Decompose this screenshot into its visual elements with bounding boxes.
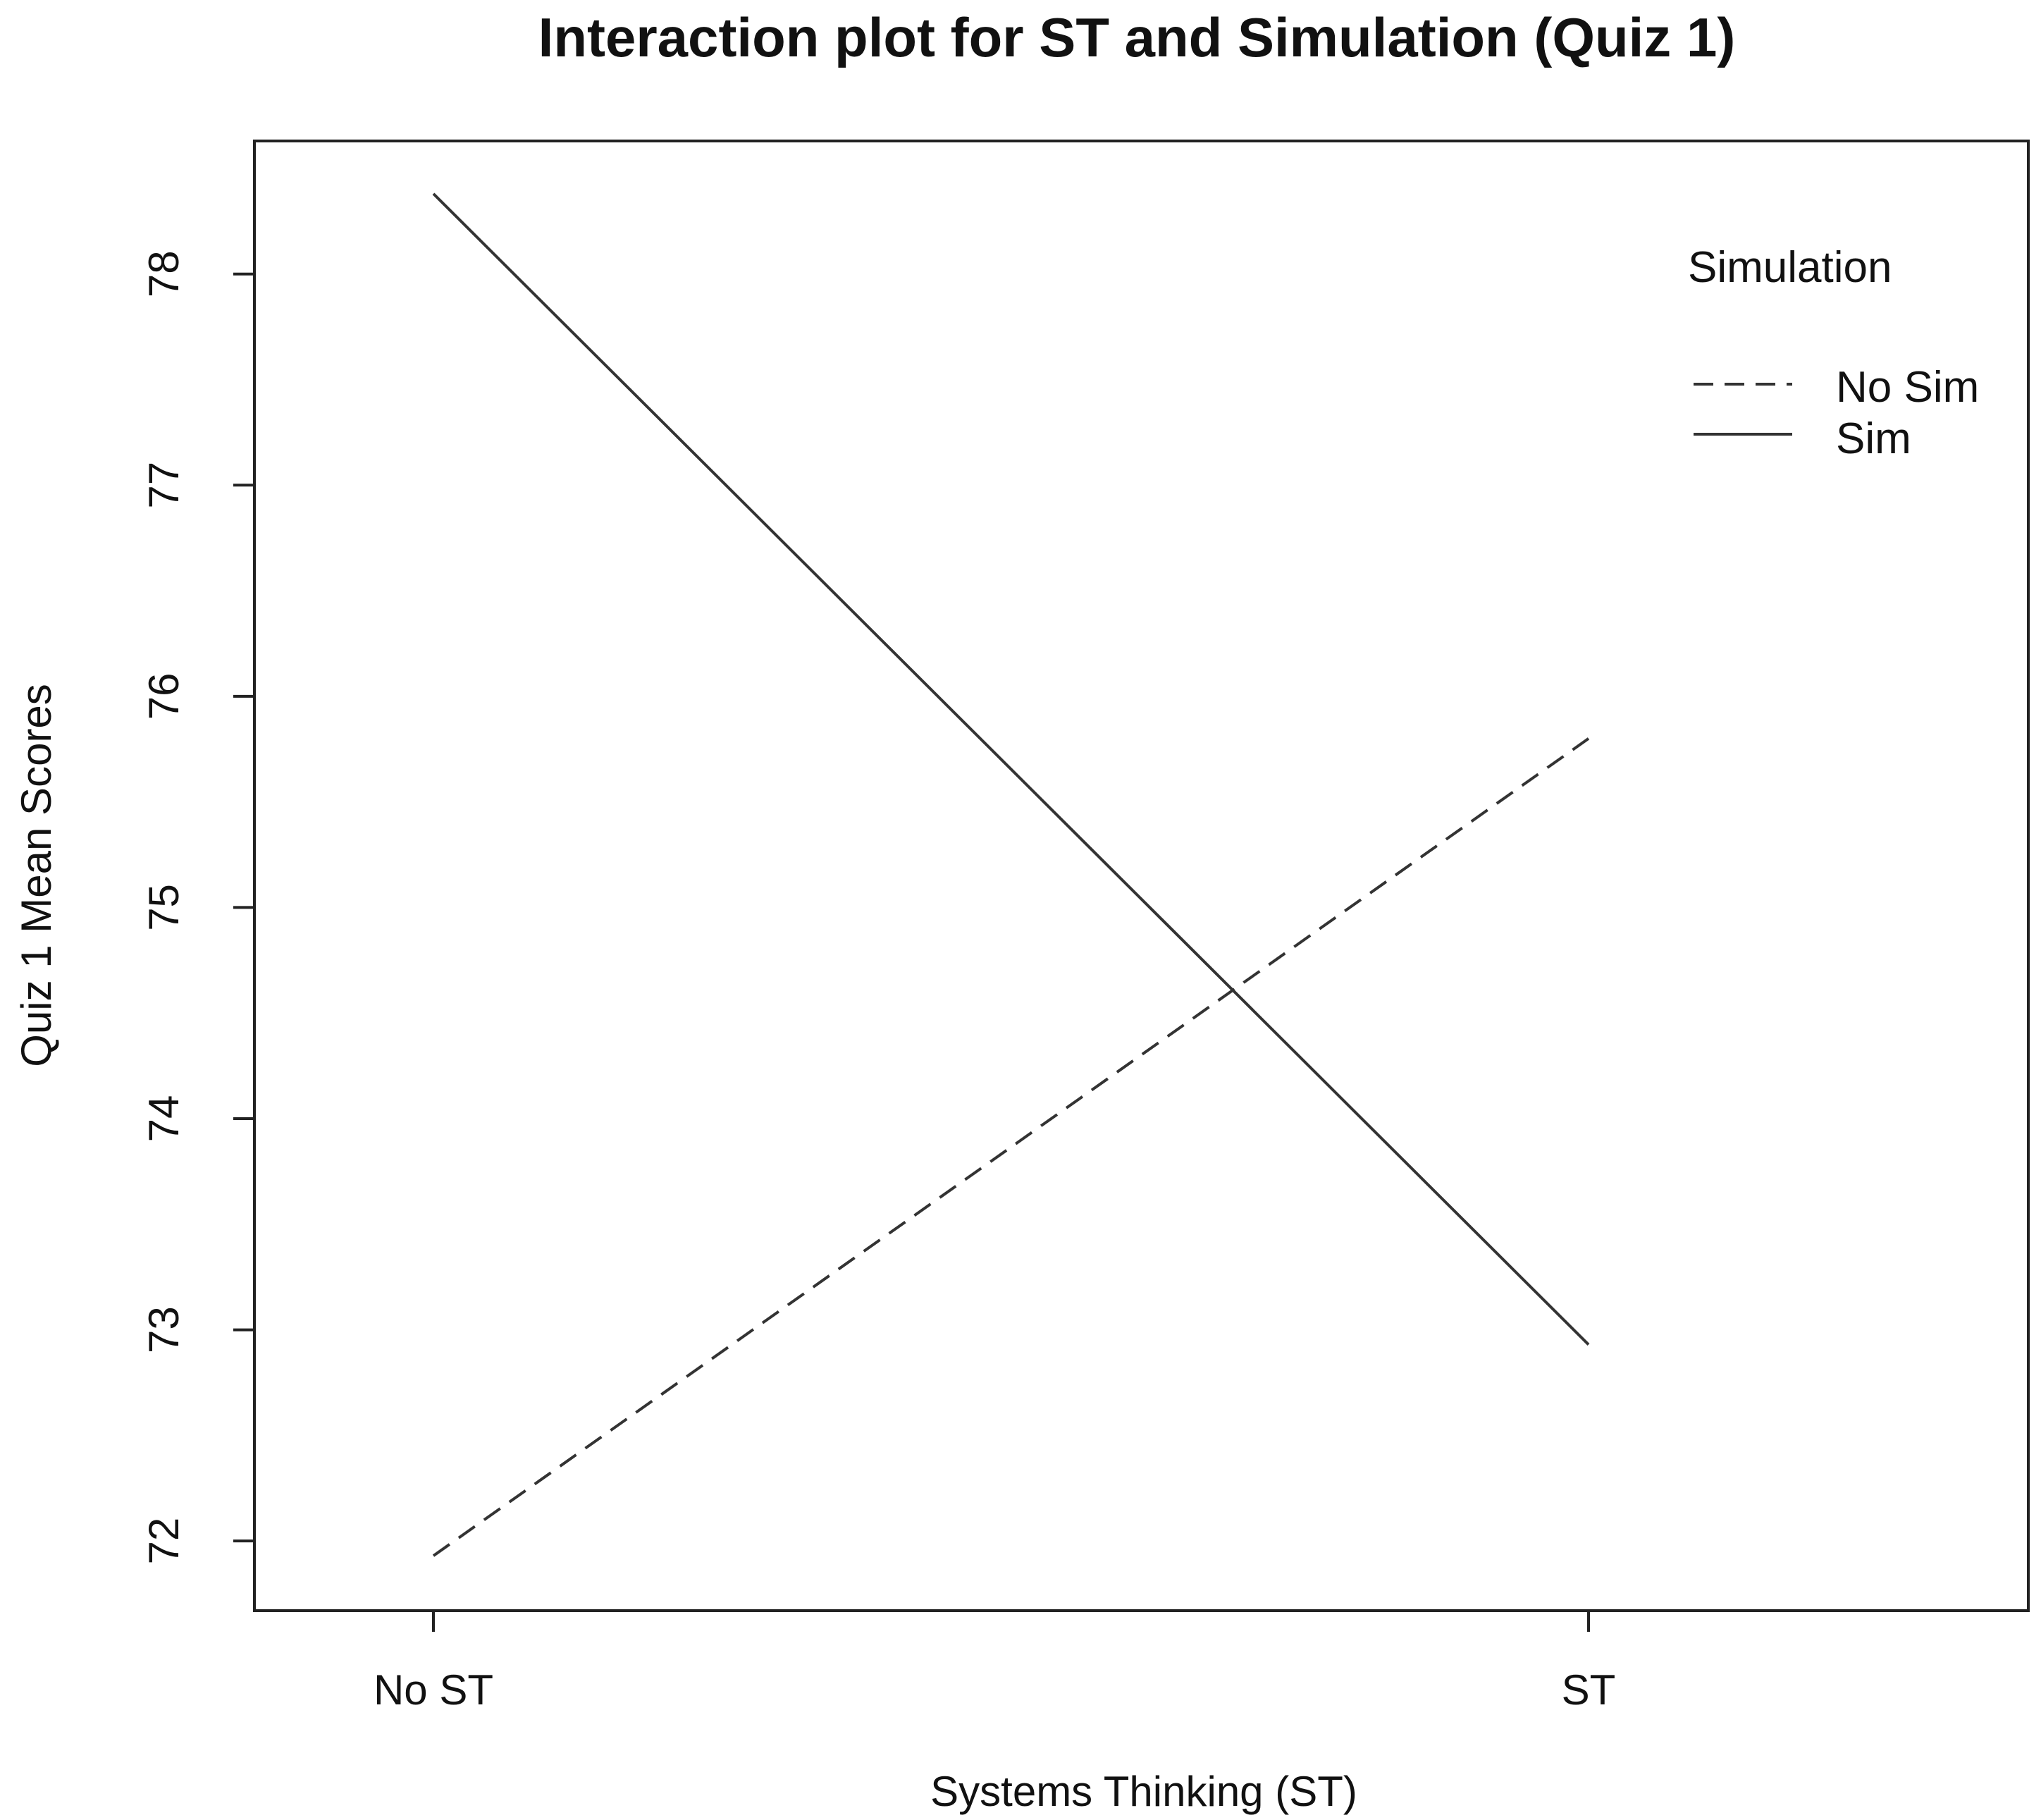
series-line-no-sim xyxy=(432,737,1590,1557)
y-tick-label-76: 76 xyxy=(140,672,187,720)
y-tick-label-78: 78 xyxy=(140,250,187,297)
series-layer xyxy=(432,192,1590,1557)
legend-title: Simulation xyxy=(1688,243,1892,292)
y-tick-label-77: 77 xyxy=(140,462,187,509)
y-tick-label-73: 73 xyxy=(140,1306,187,1353)
x-axis: No ST ST xyxy=(374,1611,1615,1714)
chart-title: Interaction plot for ST and Simulation (… xyxy=(538,6,1736,68)
y-axis: 72 73 74 75 76 77 78 xyxy=(140,250,256,1565)
y-tick-label-74: 74 xyxy=(140,1095,187,1143)
x-tick-label-0: No ST xyxy=(374,1666,493,1714)
legend-label-no-sim: No Sim xyxy=(1836,363,1979,412)
y-tick-label-72: 72 xyxy=(140,1518,187,1565)
x-axis-label: Systems Thinking (ST) xyxy=(930,1768,1357,1815)
series-line-sim xyxy=(432,192,1590,1346)
legend-label-sim: Sim xyxy=(1836,414,1911,463)
x-tick-label-1: ST xyxy=(1562,1666,1616,1714)
y-axis-label: Quiz 1 Mean Scores xyxy=(13,684,60,1067)
y-tick-label-75: 75 xyxy=(140,884,187,931)
legend: Simulation No Sim Sim xyxy=(1688,243,1979,463)
